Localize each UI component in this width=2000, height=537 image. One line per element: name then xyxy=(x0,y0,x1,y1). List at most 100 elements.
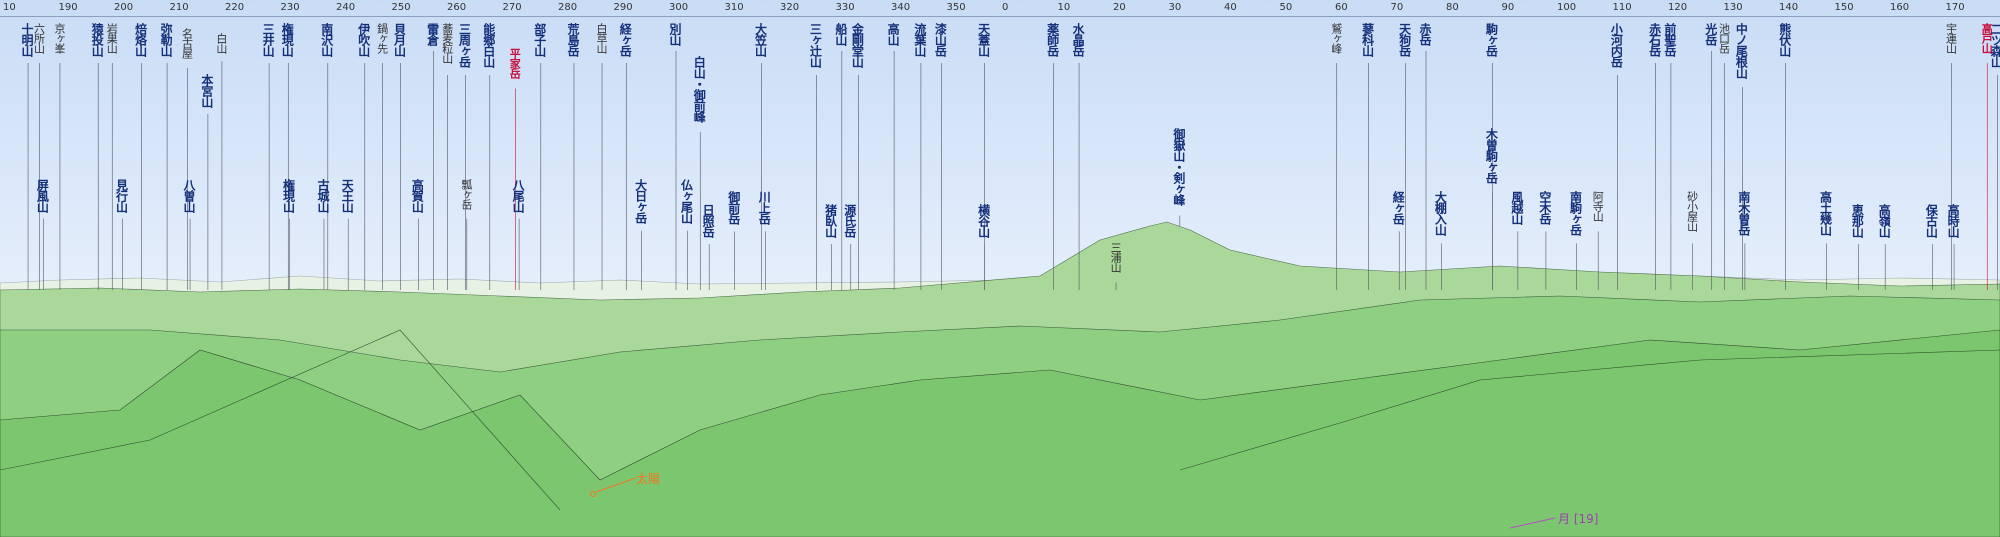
peak-label: 宇連山 xyxy=(1944,22,1958,53)
peak-label: 経ヶ岳 xyxy=(618,22,633,56)
azimuth-tick: 10 xyxy=(3,2,16,13)
azimuth-tick: 200 xyxy=(114,2,134,13)
peak-label: 三浦山 xyxy=(1109,242,1123,273)
peak-label: 蕎麦粒山 xyxy=(440,22,454,63)
peak-label: 八曽山 xyxy=(182,178,197,212)
foreground xyxy=(0,329,2000,537)
peak-label: 本宮山 xyxy=(199,73,214,107)
peak-label: 保古山 xyxy=(1924,204,1939,238)
peak-label: 三ヶ辻山 xyxy=(808,22,823,67)
peak-label: 高嶺山 xyxy=(1877,204,1892,238)
peak-label: 駒ヶ岳 xyxy=(1484,22,1499,56)
sun-marker xyxy=(590,491,596,497)
ridge-line xyxy=(1179,349,2000,471)
peak-label: 二ツ森山 xyxy=(1989,22,2000,67)
peak-label: 焙烙山 xyxy=(133,22,148,56)
peak-label: 恵那山 xyxy=(1850,204,1865,238)
peak-label: 仏ヶ尾山 xyxy=(679,178,694,223)
azimuth-tick: 0 xyxy=(1002,2,1009,13)
peak-label: 三井山 xyxy=(261,22,276,56)
peak-label: 蓼科山 xyxy=(1360,22,1375,56)
peak-label: 八尾山 xyxy=(511,178,526,212)
peak-label: 御嶽山・剣ヶ峰 xyxy=(1171,127,1186,205)
azimuth-tick: 290 xyxy=(613,2,633,13)
azimuth-tick: 340 xyxy=(891,2,911,13)
moon-label: 月 [19] xyxy=(1558,512,1599,526)
peak-label: 日照岳 xyxy=(701,204,716,238)
peak-label: 空木岳 xyxy=(1537,191,1552,225)
peak-label: 貝月山 xyxy=(392,22,407,56)
azimuth-tick: 10 xyxy=(1057,2,1071,13)
moon-leader xyxy=(1509,517,1556,529)
azimuth-tick: 240 xyxy=(336,2,356,13)
peak-label: 別山 xyxy=(668,22,682,45)
peak-label: 猪臥山 xyxy=(823,204,838,238)
azimuth-tick: 160 xyxy=(1890,2,1910,13)
peak-label: 池口岳 xyxy=(1717,22,1731,53)
peak-label: 権現山 xyxy=(281,178,296,212)
azimuth-tick: 140 xyxy=(1779,2,1799,13)
peak-label: 権現山 xyxy=(280,22,295,56)
peak-label: 見行山 xyxy=(114,178,129,212)
sun-label: 太陽 xyxy=(636,472,661,486)
azimuth-tick: 170 xyxy=(1945,2,1965,13)
azimuth-tick: 210 xyxy=(169,2,189,13)
peak-label: 大日ヶ岳 xyxy=(633,178,648,223)
azimuth-tick: 320 xyxy=(780,2,800,13)
azimuth-tick: 110 xyxy=(1612,2,1632,13)
peak-label: 阿寺山 xyxy=(1591,191,1605,222)
azimuth-tick: 190 xyxy=(58,2,78,13)
peak-label: 金剛堂山 xyxy=(850,22,865,67)
azimuth-tick: 120 xyxy=(1668,2,1688,13)
azimuth-tick: 50 xyxy=(1279,2,1293,13)
peak-label: 薬師岳 xyxy=(1045,22,1060,56)
peak-label: 高土幾山 xyxy=(1818,191,1833,236)
peak-label: 漆山岳 xyxy=(933,22,948,56)
peak-label: 白草山 xyxy=(595,22,609,53)
peak-label: 三周ヶ岳 xyxy=(457,22,472,67)
peak-label: 南沢山 xyxy=(319,22,334,56)
azimuth-tick: 90 xyxy=(1501,2,1515,13)
peak-label: 前聖岳 xyxy=(1662,22,1677,56)
azimuth-tick: 60 xyxy=(1335,2,1348,13)
azimuth-tick: 130 xyxy=(1723,2,1743,13)
peak-label: 川上岳 xyxy=(757,191,772,225)
azimuth-tick: 220 xyxy=(225,2,245,13)
azimuth-tick: 300 xyxy=(669,2,689,13)
peak-label: 伊吹山 xyxy=(356,22,371,56)
peak-label: 大棚入山 xyxy=(1433,191,1448,236)
peak-label: 白山・御前峰 xyxy=(692,56,707,123)
azimuth-tick: 270 xyxy=(502,2,522,13)
sun-leader xyxy=(595,477,637,493)
peak-label: 赤石岳 xyxy=(1647,22,1662,56)
peak-label: 猿投山 xyxy=(90,22,105,56)
peak-label: 大笠山 xyxy=(753,22,768,56)
peak-label: 雷倉 xyxy=(425,22,440,45)
peak-label: 経ヶ岳 xyxy=(1391,191,1406,225)
peak-label: 小河内岳 xyxy=(1609,22,1624,67)
peak-label: 船山 xyxy=(833,22,848,45)
peak-label: 水晶岳 xyxy=(1071,22,1086,56)
peak-label: 平家岳 xyxy=(508,48,522,79)
peak-label: 京ヶ峯 xyxy=(52,22,66,53)
peak-label: 白山 xyxy=(214,33,228,54)
peak-label: 高時山 xyxy=(1946,204,1961,238)
azimuth-tick: 80 xyxy=(1446,2,1459,13)
peak-label: 光岳 xyxy=(1703,22,1718,45)
azimuth-tick: 350 xyxy=(946,2,966,13)
peak-label: 能郷白山 xyxy=(481,22,496,67)
azimuth-tick: 250 xyxy=(391,2,411,13)
azimuth-tick: 20 xyxy=(1113,2,1126,13)
azimuth-tick: 150 xyxy=(1834,2,1854,13)
peak-label: 源氏岳 xyxy=(842,204,857,238)
azimuth-tick: 100 xyxy=(1557,2,1577,13)
peak-label: 荒島岳 xyxy=(565,22,580,56)
azimuth-ruler: 10 190 200 210 220 230 240 250 260 270 280 290 300 31… xyxy=(0,0,2000,17)
peak-label: 中ノ尾根山 xyxy=(1734,22,1749,78)
peak-label: 屏風山 xyxy=(35,178,50,212)
peak-label: 御前岳 xyxy=(726,191,741,225)
peak-label: 南木曽岳 xyxy=(1736,191,1751,236)
peak-label: 岩巣山 xyxy=(105,22,119,53)
peak-label: 天王山 xyxy=(340,178,355,212)
